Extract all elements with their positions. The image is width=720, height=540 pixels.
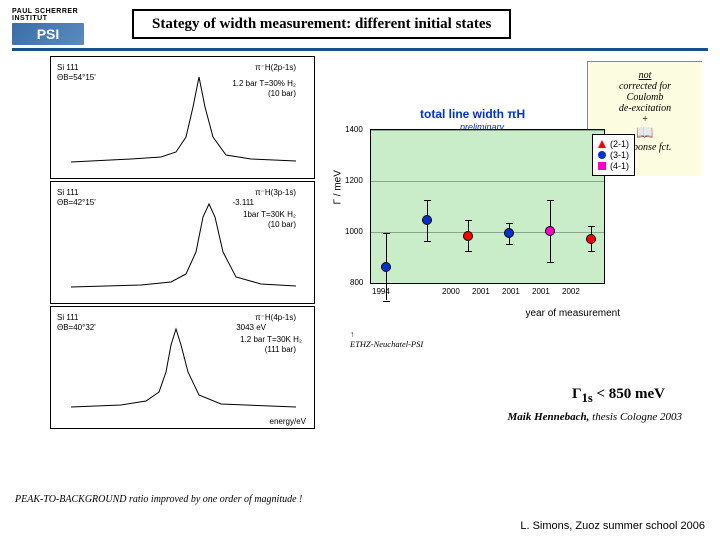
chart-ylabel: Γ / meV [333, 170, 344, 204]
data-point [422, 215, 432, 225]
spectrum-curve-1 [51, 57, 316, 180]
psi-logo: PAUL SCHERRER INSTITUT PSI [12, 8, 112, 40]
legend-item: (4-1) [598, 161, 629, 171]
data-point [381, 262, 391, 272]
xtick: 2001 [472, 287, 490, 296]
legend-item: (2-1) [598, 139, 629, 149]
xtick: 2002 [562, 287, 580, 296]
note-line2: corrected for [596, 81, 694, 92]
data-point [463, 231, 473, 241]
institute-name: PAUL SCHERRER INSTITUT [12, 8, 112, 22]
ytick: 1400 [345, 125, 363, 134]
width-chart: total line width πH preliminary Γ / meV … [330, 99, 640, 324]
spectrum-panel-1: Si 111 ΘB=54°15' π⁻H(2p-1s) 1.2 bar T=30… [50, 56, 315, 179]
content-area: Si 111 ΘB=54°15' π⁻H(2p-1s) 1.2 bar T=30… [0, 51, 720, 471]
spectrum-curve-2 [51, 182, 316, 305]
arrow-note: ↑ETHZ-Neuchatel-PSI [350, 329, 423, 349]
chart-legend: (2-1) (3-1) (4-1) [592, 134, 635, 176]
spectra-stack: Si 111 ΘB=54°15' π⁻H(2p-1s) 1.2 bar T=30… [50, 56, 315, 431]
ytick: 1200 [345, 176, 363, 185]
note-line1: not [596, 70, 694, 81]
spectrum-panel-2: Si 111 ΘB=42°15' π⁻H(3p-1s) -3.111 1bar … [50, 181, 315, 304]
data-point [504, 228, 514, 238]
legend-item: (3-1) [598, 150, 629, 160]
data-point [586, 234, 596, 244]
spectrum-curve-3 [51, 307, 316, 430]
chart-xlabel: year of measurement [526, 308, 621, 319]
citation: Maik Hennebach, thesis Cologne 2003 [508, 411, 683, 423]
data-point [545, 226, 555, 236]
spectrum-panel-3: Si 111 ΘB=40°32' π⁻H(4p-1s) 3043 eV 1.2 … [50, 306, 315, 429]
xtick: 1994 [372, 287, 390, 296]
title-box: Stategy of width measurement: different … [132, 9, 511, 39]
psi-acronym: PSI [12, 23, 84, 45]
footer-note: PEAK-TO-BACKGROUND ratio improved by one… [15, 494, 302, 505]
page-title: Stategy of width measurement: different … [152, 16, 491, 32]
ytick: 1000 [345, 227, 363, 236]
ytick: 800 [350, 278, 363, 287]
chart-title: total line width πH [420, 107, 525, 121]
xtick: 2001 [502, 287, 520, 296]
chart-plot [370, 129, 605, 284]
result-text: Γ1s < 850 meV [572, 386, 665, 406]
xtick: 2000 [442, 287, 460, 296]
xtick: 2001 [532, 287, 550, 296]
header: PAUL SCHERRER INSTITUT PSI Stategy of wi… [0, 0, 720, 48]
footer-credit: L. Simons, Zuoz summer school 2006 [520, 520, 705, 532]
